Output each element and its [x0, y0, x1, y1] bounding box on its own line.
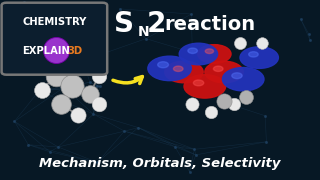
Text: N: N [138, 24, 149, 39]
Point [53, 74, 59, 77]
Point [87, 92, 92, 95]
Point [69, 85, 75, 88]
Point [53, 49, 59, 52]
FancyBboxPatch shape [2, 3, 107, 75]
Point [76, 114, 81, 117]
Circle shape [165, 61, 203, 83]
Text: Mechanism, Orbitals, Selectivity: Mechanism, Orbitals, Selectivity [39, 157, 281, 170]
Point [97, 103, 102, 106]
Circle shape [158, 62, 169, 68]
Point [189, 103, 195, 106]
Text: 2: 2 [147, 10, 167, 38]
Circle shape [173, 66, 183, 71]
Text: CHEMISTRY: CHEMISTRY [22, 17, 87, 27]
Point [39, 89, 44, 91]
Text: 3D: 3D [68, 46, 83, 56]
Point [29, 58, 35, 61]
Point [244, 96, 249, 99]
Point [231, 103, 236, 106]
Circle shape [148, 56, 191, 81]
Circle shape [188, 48, 197, 53]
Text: EXPLAIN: EXPLAIN [22, 46, 70, 56]
Circle shape [205, 49, 213, 53]
Circle shape [205, 61, 243, 83]
Text: S: S [114, 10, 134, 38]
Point [260, 42, 265, 45]
Text: reaction: reaction [165, 15, 256, 34]
Circle shape [198, 45, 231, 63]
Point [58, 103, 63, 106]
Circle shape [249, 52, 258, 57]
Circle shape [240, 47, 278, 68]
Circle shape [232, 73, 242, 79]
Point [221, 99, 227, 102]
Point [237, 42, 243, 45]
Circle shape [179, 43, 218, 65]
Circle shape [193, 80, 204, 86]
Circle shape [184, 75, 226, 98]
Circle shape [213, 66, 223, 71]
Point [97, 74, 102, 77]
Point [209, 110, 214, 113]
Circle shape [222, 68, 264, 91]
